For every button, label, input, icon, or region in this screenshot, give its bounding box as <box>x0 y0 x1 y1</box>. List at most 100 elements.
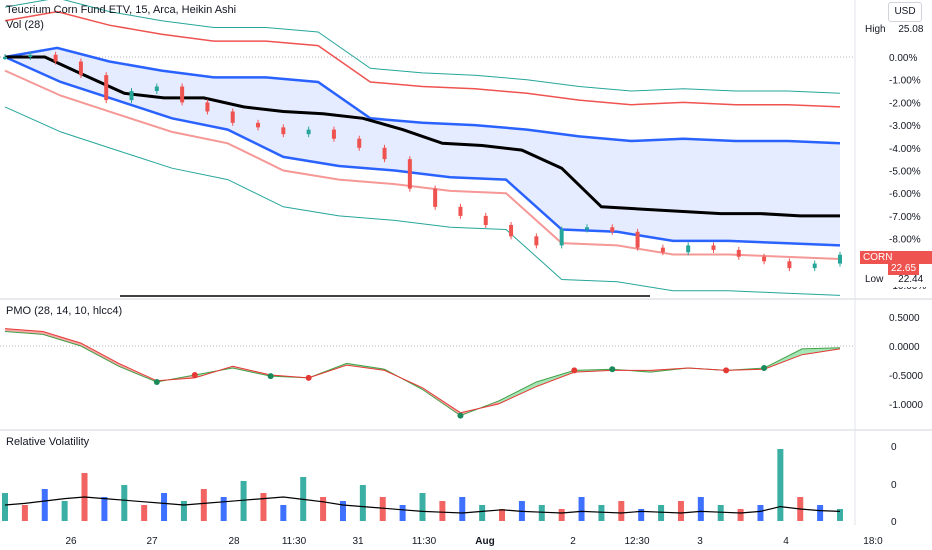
volatility-bar <box>479 505 486 521</box>
pmo-axis-tick: 0.5000 <box>889 313 920 324</box>
pmo-axis-tick: -0.5000 <box>889 371 923 382</box>
candle <box>180 86 185 103</box>
ticker-symbol: CORN <box>863 252 893 263</box>
ticker-tag: CORN -8.71% <box>860 251 932 276</box>
pmo-indicator-label[interactable]: PMO (28, 14, 10, hlcc4) <box>6 305 123 317</box>
time-axis-tick: 4 <box>783 536 789 547</box>
price-axis-tick: -6.00% <box>889 189 921 200</box>
pmo-line <box>4 331 841 417</box>
ticker-change: -8.71% <box>869 265 901 276</box>
volatility-bar <box>141 505 148 521</box>
candle <box>382 147 387 160</box>
volatility-bar <box>61 501 68 521</box>
volatility-bar <box>379 497 386 521</box>
candle <box>610 227 615 232</box>
upper-teal-line <box>4 0 841 94</box>
volatility-bar <box>121 485 128 521</box>
price-axis-tick: -7.00% <box>889 212 921 223</box>
volatility-bar <box>419 493 426 521</box>
candle <box>559 229 564 246</box>
volume-indicator-label[interactable]: Vol (28) <box>6 19 44 31</box>
volatility-bar <box>320 497 327 521</box>
volatility-bar <box>638 509 645 521</box>
crossover-dot <box>267 373 274 380</box>
volatility-bar <box>101 497 108 521</box>
candle <box>686 245 691 253</box>
chart-title: Teucrium Corn Fund ETV, 15, Arca, Heikin… <box>6 4 237 16</box>
time-axis-tick: 11:30 <box>282 536 307 547</box>
pmo-fill-segment <box>42 331 81 346</box>
volatility-bar <box>2 493 8 521</box>
lower-teal-line <box>4 106 841 296</box>
crossover-dot <box>191 372 198 378</box>
candle <box>154 86 159 92</box>
pmo-signal-line <box>4 328 841 414</box>
time-axis-tick: 12:30 <box>624 536 649 547</box>
candle <box>357 138 362 148</box>
candle <box>205 102 210 112</box>
rv-axis-tick: 0 <box>891 442 897 453</box>
candle <box>711 245 716 250</box>
volatility-bar <box>598 505 605 521</box>
volatility-bar <box>737 509 744 521</box>
volatility-bar <box>359 485 366 521</box>
high-marker: High 25.08 <box>862 23 927 37</box>
currency-button[interactable]: USD <box>888 2 922 22</box>
rv-axis-tick: 0 <box>891 480 897 491</box>
candle <box>534 236 539 246</box>
volatility-bar <box>41 489 48 521</box>
candle <box>509 224 514 237</box>
candle <box>3 57 7 59</box>
volatility-bar <box>200 489 207 521</box>
volatility-bar <box>459 497 466 521</box>
time-axis-tick: 27 <box>146 536 158 547</box>
volatility-bar <box>658 505 665 521</box>
volatility-bar <box>399 505 406 521</box>
relative-volatility-label[interactable]: Relative Volatility <box>6 436 90 448</box>
volatility-line <box>4 496 841 514</box>
volatility-bar <box>220 497 227 521</box>
candle <box>230 111 235 123</box>
time-axis-tick: Aug <box>475 536 494 547</box>
crossover-dot <box>305 374 312 381</box>
pmo-fill-segment <box>498 381 537 404</box>
crossover-dot <box>761 365 768 372</box>
candle <box>736 249 741 257</box>
candle <box>28 54 33 57</box>
volatility-bar <box>757 505 764 521</box>
volatility-bar <box>697 497 704 521</box>
lower-red-line <box>4 69 841 260</box>
crossover-dot <box>723 367 730 374</box>
volatility-bar <box>240 481 247 521</box>
volatility-bar <box>618 501 625 521</box>
mid-line <box>5 55 840 218</box>
price-axis-tick: -5.00% <box>889 167 921 178</box>
band-upper-line <box>4 46 841 145</box>
volatility-bar <box>817 505 824 521</box>
volatility-bar <box>180 501 187 521</box>
candle <box>331 129 336 139</box>
crossover-dot <box>609 366 616 373</box>
candle <box>407 159 412 189</box>
pmo-axis-tick: -1.0000 <box>889 400 923 411</box>
price-axis-tick: -4.00% <box>889 144 921 155</box>
candle <box>104 75 109 101</box>
crossover-dot <box>571 367 578 374</box>
candle <box>584 227 589 230</box>
time-axis-tick: 2 <box>570 536 576 547</box>
time-axis-tick: 3 <box>697 536 703 547</box>
crossover-dot <box>457 412 464 419</box>
candle <box>433 188 438 207</box>
volatility-bar <box>499 509 506 521</box>
low-label: Low <box>865 274 884 285</box>
volatility-bar <box>339 501 346 521</box>
candle <box>78 61 83 76</box>
volatility-bar <box>717 505 724 521</box>
pmo-axis-tick: 0.0000 <box>889 342 920 353</box>
pmo-fill-segment <box>5 328 43 335</box>
low-marker: Low 22.44 <box>862 273 927 287</box>
ticker-price: 22.65 <box>888 262 920 275</box>
band-fill <box>5 47 840 246</box>
